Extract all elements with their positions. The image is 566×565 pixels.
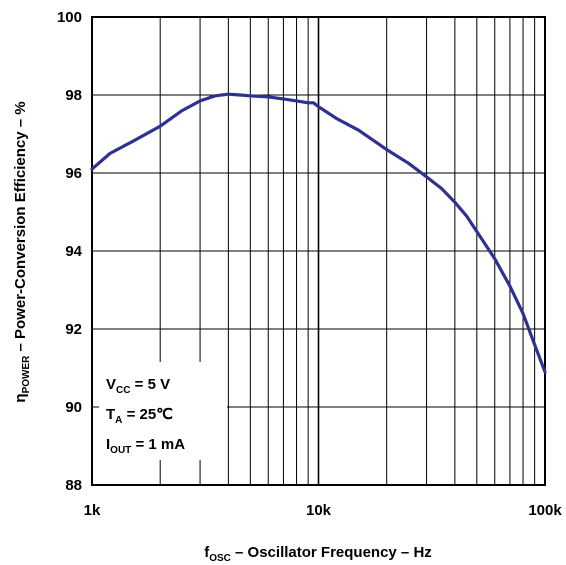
y-tick-label: 98 <box>65 87 82 104</box>
annotation-ta: TA = 25℃ <box>106 406 173 426</box>
annotation-iout: IOUT = 1 mA <box>106 436 185 456</box>
x-axis-title: fOSC – Oscillator Frequency – Hz <box>204 544 432 564</box>
y-axis-title: ηPOWER – Power-Conversion Efficiency – % <box>12 101 32 402</box>
annotation-vcc: VCC = 5 V <box>106 376 170 396</box>
y-tick-label: 90 <box>65 399 82 416</box>
efficiency-curve <box>90 92 547 374</box>
x-tick-labels: 1k 10k 100k <box>84 502 563 519</box>
x-tick-label: 1k <box>84 502 101 519</box>
y-tick-labels: 100 98 96 94 92 90 88 <box>57 9 83 494</box>
annotation-box <box>99 362 227 460</box>
y-tick-label: 100 <box>57 9 82 26</box>
plot-frame <box>91 16 546 486</box>
x-tick-label: 100k <box>528 502 562 519</box>
y-tick-label: 94 <box>65 243 82 260</box>
y-tick-label: 92 <box>65 321 82 338</box>
y-tick-label: 96 <box>65 165 82 182</box>
x-tick-label: 10k <box>306 502 332 519</box>
y-tick-label: 88 <box>65 477 82 494</box>
